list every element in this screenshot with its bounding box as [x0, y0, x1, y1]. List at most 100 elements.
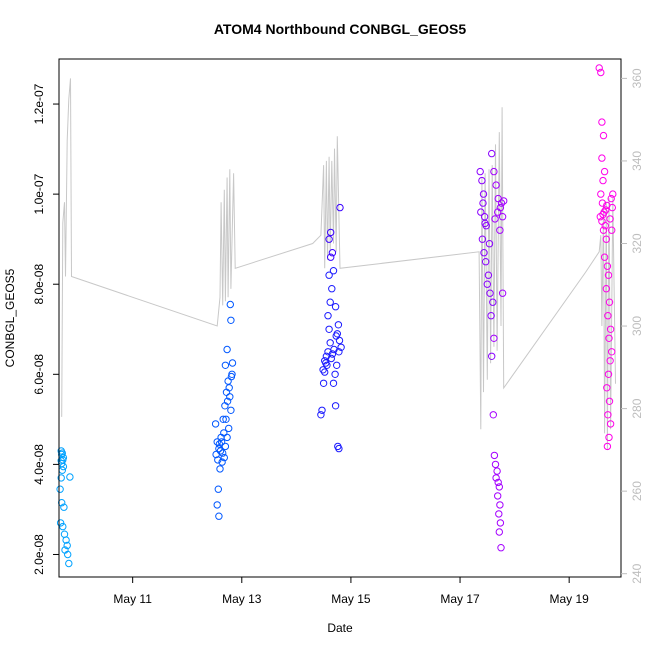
data-point — [498, 289, 507, 297]
line-series — [61, 78, 616, 450]
data-point — [604, 271, 613, 279]
data-point — [598, 199, 607, 207]
data-point — [496, 519, 505, 527]
data-point — [490, 334, 498, 342]
data-point — [490, 167, 498, 176]
data-point — [606, 357, 614, 365]
data-point — [227, 406, 235, 414]
data-point — [328, 249, 337, 257]
data-point — [478, 235, 487, 243]
data-point — [486, 289, 494, 297]
data-point — [219, 415, 227, 423]
data-point — [56, 485, 64, 493]
data-point — [216, 465, 224, 473]
data-point — [606, 215, 614, 223]
data-point — [215, 444, 223, 453]
data-point — [476, 167, 484, 176]
trace-line — [61, 78, 616, 450]
data-point — [597, 68, 605, 77]
data-point — [602, 206, 610, 214]
data-point — [477, 208, 485, 216]
data-point — [327, 253, 335, 261]
data-point — [64, 550, 72, 559]
y2-tick-label: 240 — [630, 563, 644, 583]
data-point — [227, 316, 235, 324]
data-point — [63, 541, 71, 550]
data-point — [319, 379, 328, 387]
data-point — [605, 298, 614, 306]
data-point — [595, 64, 603, 72]
data-point — [500, 197, 508, 205]
data-point — [598, 118, 606, 126]
data-point — [492, 474, 500, 482]
data-point — [497, 199, 506, 207]
y-tick-label: 6.0e-08 — [32, 354, 46, 395]
data-point — [485, 240, 494, 248]
data-point — [492, 181, 500, 189]
data-point — [609, 190, 617, 198]
x-tick-label: May 15 — [331, 592, 371, 606]
data-point — [225, 424, 233, 433]
data-point — [494, 492, 502, 500]
y-axis-label: CONBGL_GEOS5 — [3, 268, 17, 367]
data-point — [489, 411, 497, 419]
data-point — [214, 456, 222, 464]
data-point — [331, 402, 340, 410]
data-point — [333, 361, 341, 369]
data-point — [478, 176, 486, 185]
data-point — [494, 478, 502, 487]
data-point — [600, 167, 609, 176]
data-point — [331, 370, 339, 378]
data-point — [496, 501, 504, 509]
data-point — [606, 325, 615, 333]
data-point — [327, 354, 335, 363]
y2-tick-label: 340 — [630, 151, 644, 171]
y-tick-label: 2.0e-08 — [32, 534, 46, 575]
data-point — [599, 226, 608, 234]
data-point — [226, 393, 234, 401]
data-point — [332, 332, 340, 340]
data-point — [479, 199, 487, 207]
data-point — [329, 379, 338, 387]
data-point — [603, 262, 612, 270]
x-axis-label: Date — [327, 621, 353, 635]
y2-tick-label: 300 — [630, 316, 644, 336]
data-point — [325, 271, 333, 279]
data-point — [336, 203, 344, 212]
y-tick-label: 1.0e-07 — [32, 173, 46, 214]
data-point — [602, 235, 610, 243]
data-point — [600, 253, 609, 261]
chart-title: ATOM4 Northbound CONBGL_GEOS5 — [214, 21, 466, 37]
data-point — [495, 510, 503, 518]
data-point — [495, 483, 503, 491]
x-tick-label: May 19 — [549, 592, 589, 606]
y-axis-right: 240 260 280 300 320 340 360 — [621, 68, 644, 584]
data-point — [490, 451, 499, 460]
data-point — [215, 512, 223, 520]
data-point — [603, 442, 612, 451]
data-point — [605, 334, 613, 342]
data-point — [225, 384, 233, 392]
data-point — [599, 176, 607, 185]
data-point — [483, 280, 491, 288]
data-point — [324, 312, 332, 320]
data-point — [325, 235, 333, 243]
data-point — [598, 154, 606, 162]
data-point — [603, 201, 611, 210]
data-point — [62, 536, 70, 544]
x-tick-label: May 17 — [440, 592, 480, 606]
plot-frame — [58, 58, 622, 578]
data-point — [491, 215, 499, 223]
data-point — [597, 190, 605, 198]
data-point — [65, 559, 73, 568]
data-point — [60, 503, 68, 511]
data-point — [482, 258, 490, 266]
data-point — [328, 350, 337, 358]
data-point — [66, 473, 74, 481]
data-point — [496, 226, 504, 234]
data-point — [222, 415, 230, 423]
data-point — [211, 420, 220, 428]
data-point — [329, 267, 338, 275]
data-point — [317, 411, 325, 419]
